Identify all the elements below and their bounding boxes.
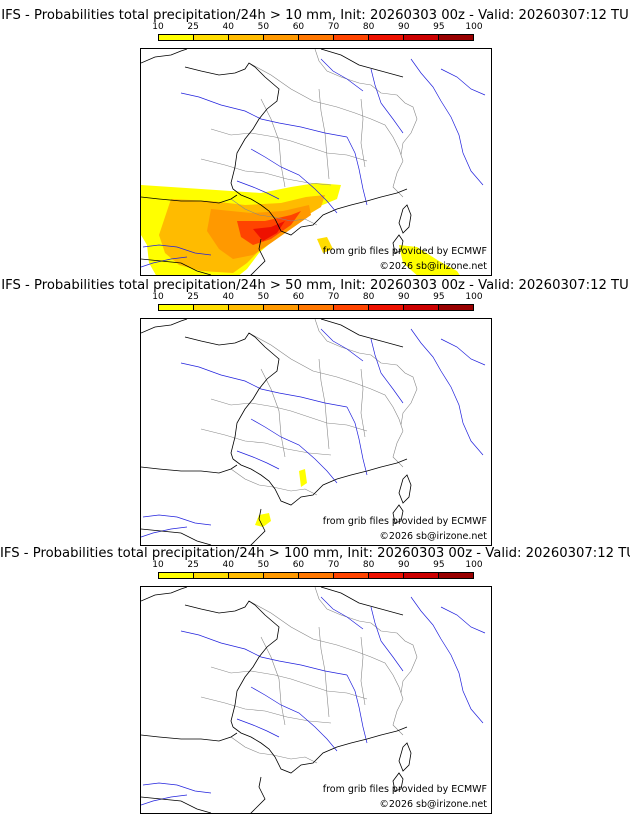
coastline bbox=[141, 587, 412, 813]
admin-borders bbox=[200, 319, 418, 496]
colorbar-swatch bbox=[159, 305, 194, 310]
map-canvas bbox=[141, 319, 486, 545]
coastline bbox=[141, 49, 412, 275]
colorbar-swatch bbox=[159, 573, 194, 578]
map-panel-1: IFS - Probabilities total precipitation/… bbox=[0, 0, 630, 276]
colorbar-tick-label: 100 bbox=[465, 560, 483, 570]
colorbar-tick-label: 80 bbox=[362, 22, 375, 32]
colorbar-swatch bbox=[439, 35, 473, 40]
admin-borders bbox=[200, 587, 418, 764]
colorbar-swatch bbox=[369, 573, 404, 578]
france-map: from grib files provided by ECMWF ©2026 s… bbox=[140, 318, 492, 546]
colorbar-swatch bbox=[404, 35, 439, 40]
colorbar-swatch bbox=[264, 573, 299, 578]
colorbar-tick-label: 95 bbox=[433, 292, 445, 302]
colorbar-tick-label: 90 bbox=[398, 560, 410, 570]
colorbar-swatch bbox=[369, 305, 404, 310]
colorbar-tick-label: 70 bbox=[327, 22, 340, 32]
colorbar-swatch bbox=[404, 573, 439, 578]
colorbar-swatch bbox=[194, 35, 229, 40]
colorbar-swatch bbox=[334, 35, 369, 40]
rivers bbox=[141, 328, 486, 538]
colorbar-legend: 10 25 40 50 60 70 80 90 95 100 bbox=[152, 22, 483, 41]
coastline bbox=[141, 319, 412, 545]
colorbar-tick-label: 80 bbox=[362, 560, 375, 570]
colorbar-swatch bbox=[369, 35, 404, 40]
colorbar-tick-label: 90 bbox=[398, 22, 410, 32]
colorbar-swatch bbox=[159, 35, 194, 40]
colorbar-tick-label: 70 bbox=[327, 560, 340, 570]
copyright-credit: ©2026 sb@irizone.net bbox=[379, 799, 487, 810]
colorbar-swatch bbox=[404, 305, 439, 310]
colorbar-tick-label: 95 bbox=[433, 560, 445, 570]
colorbar-tick-label: 50 bbox=[257, 22, 270, 32]
colorbar-swatch bbox=[334, 573, 369, 578]
colorbar-tick-label: 10 bbox=[152, 560, 164, 570]
colorbar-tick-label: 40 bbox=[222, 292, 234, 302]
colorbar-tick-label: 25 bbox=[187, 22, 199, 32]
france-map: from grib files provided by ECMWF ©2026 s… bbox=[140, 586, 492, 814]
map-panel-3: IFS - Probabilities total precipitation/… bbox=[0, 538, 630, 814]
copyright-credit: ©2026 sb@irizone.net bbox=[379, 531, 487, 542]
colorbar-swatch bbox=[439, 573, 473, 578]
colorbar-swatch bbox=[264, 35, 299, 40]
colorbar-tick-label: 25 bbox=[187, 292, 199, 302]
colorbar-swatch bbox=[229, 305, 264, 310]
colorbar-tick-label: 60 bbox=[292, 292, 305, 302]
colorbar-swatch bbox=[194, 573, 229, 578]
colorbar-swatch bbox=[299, 35, 334, 40]
colorbar-swatch bbox=[299, 305, 334, 310]
panel-title: IFS - Probabilities total precipitation/… bbox=[1, 8, 629, 23]
colorbar-tick-label: 50 bbox=[257, 292, 270, 302]
colorbar-tick-label: 40 bbox=[222, 22, 234, 32]
colorbar-tick-label: 95 bbox=[433, 22, 445, 32]
colorbar-tick-label: 60 bbox=[292, 22, 305, 32]
colorbar-swatch bbox=[439, 305, 473, 310]
colorbar-swatch bbox=[194, 305, 229, 310]
map-canvas bbox=[141, 49, 486, 275]
colorbar-tick-label: 60 bbox=[292, 560, 305, 570]
panel-title: IFS - Probabilities total precipitation/… bbox=[1, 278, 629, 293]
copyright-credit: ©2026 sb@irizone.net bbox=[379, 261, 487, 272]
colorbar-swatch bbox=[264, 305, 299, 310]
colorbar-tick-label: 10 bbox=[152, 22, 164, 32]
colorbar-tick-label: 100 bbox=[465, 22, 483, 32]
colorbar-swatch bbox=[334, 305, 369, 310]
colorbar-tick-label: 70 bbox=[327, 292, 340, 302]
colorbar-tick-label: 80 bbox=[362, 292, 375, 302]
colorbar-tick-label: 100 bbox=[465, 292, 483, 302]
colorbar-swatch bbox=[299, 573, 334, 578]
colorbar-tick-label: 10 bbox=[152, 292, 164, 302]
colorbar-tick-label: 40 bbox=[222, 560, 234, 570]
precipitation-probability-area bbox=[255, 469, 307, 527]
colorbar-legend: 10 25 40 50 60 70 80 90 95 100 bbox=[152, 292, 483, 311]
france-map: from grib files provided by ECMWF ©2026 s… bbox=[140, 48, 492, 276]
colorbar-tick-label: 50 bbox=[257, 560, 270, 570]
map-canvas bbox=[141, 587, 486, 813]
source-credit: from grib files provided by ECMWF bbox=[322, 516, 487, 527]
source-credit: from grib files provided by ECMWF bbox=[322, 246, 487, 257]
source-credit: from grib files provided by ECMWF bbox=[322, 784, 487, 795]
colorbar-tick-label: 90 bbox=[398, 292, 410, 302]
panel-title: IFS - Probabilities total precipitation/… bbox=[0, 546, 630, 561]
colorbar-legend: 10 25 40 50 60 70 80 90 95 100 bbox=[152, 560, 483, 579]
colorbar-tick-label: 25 bbox=[187, 560, 199, 570]
colorbar-swatch bbox=[229, 573, 264, 578]
rivers bbox=[141, 596, 486, 806]
colorbar-swatch bbox=[229, 35, 264, 40]
map-panel-2: IFS - Probabilities total precipitation/… bbox=[0, 270, 630, 546]
